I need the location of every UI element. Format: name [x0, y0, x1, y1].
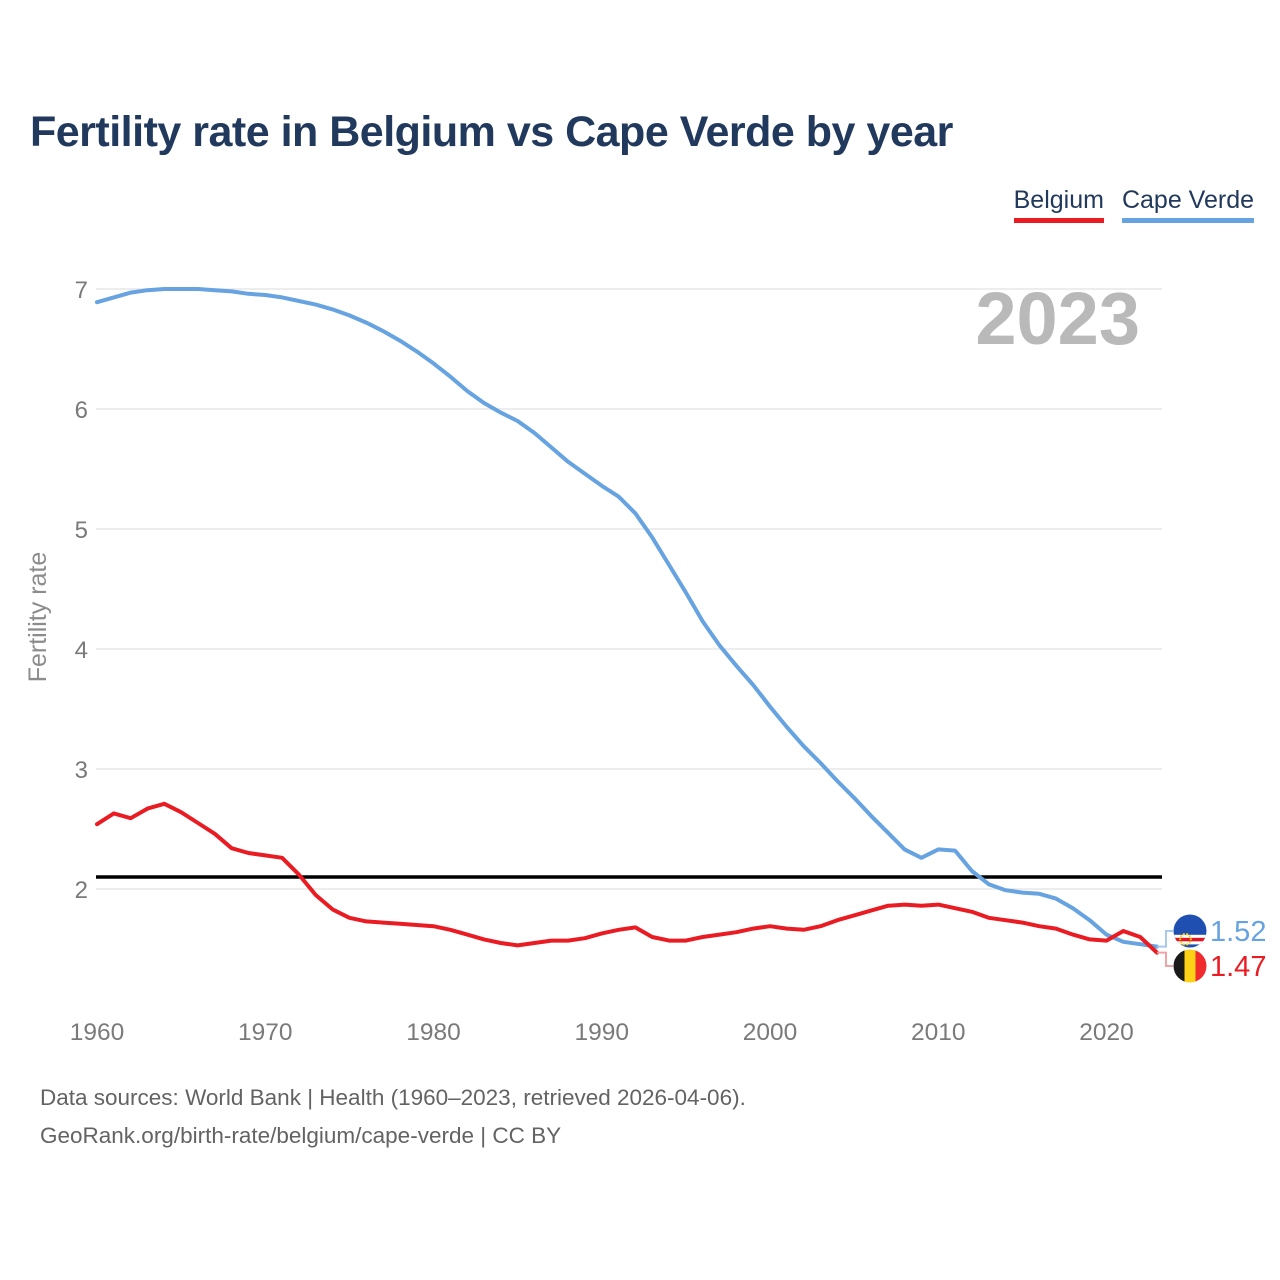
cape-verde-star [1182, 943, 1185, 946]
end-connector-cape-verde [1157, 930, 1173, 948]
x-tick-label: 2000 [743, 1019, 798, 1046]
cape-verde-star [1182, 933, 1185, 936]
footer-attribution-line: GeoRank.org/birth-rate/belgium/cape-verd… [40, 1123, 562, 1148]
cape-verde-star [1188, 935, 1191, 938]
y-axis-title: Fertility rate [24, 552, 52, 683]
cape-verde-star [1189, 938, 1192, 941]
belgium-flag-icon [1173, 949, 1207, 983]
end-connector-belgium [1157, 951, 1173, 967]
series-line-belgium[interactable] [95, 801, 1159, 955]
end-value-cape-verde: 1.52 [1210, 916, 1266, 948]
plot-layer [95, 287, 1162, 955]
y-tick-label: 7 [75, 277, 88, 304]
cape-verde-star [1186, 943, 1189, 946]
y-tick-label: 3 [75, 757, 88, 784]
x-tick-label: 1980 [406, 1019, 461, 1046]
grid-layer: 2 3 4 5 6 7 1960 1970 1980 1990 2000 2010 2020 [70, 277, 1162, 1046]
watermark-year: 2023 [975, 277, 1140, 360]
x-tick-label: 1960 [70, 1019, 125, 1046]
series-line-cape-verde[interactable] [95, 287, 1159, 949]
x-tick-label: 1990 [575, 1019, 630, 1046]
y-tick-label: 5 [75, 517, 88, 544]
x-tick-label: 2010 [911, 1019, 966, 1046]
legend: Belgium Cape Verde [1013, 186, 1254, 223]
cape-verde-flag-icon [1173, 914, 1207, 948]
x-tick-label: 2020 [1079, 1019, 1134, 1046]
x-tick-label: 1970 [238, 1019, 293, 1046]
cape-verde-star [1180, 935, 1183, 938]
y-tick-label: 6 [75, 397, 88, 424]
cape-verde-star [1186, 933, 1189, 936]
cape-verde-star [1188, 941, 1191, 944]
y-tick-label: 2 [75, 877, 88, 904]
legend-label-belgium: Belgium [1013, 186, 1104, 214]
footer-sources-line: Data sources: World Bank | Health (1960–… [40, 1085, 746, 1110]
page-title: Fertility rate in Belgium vs Cape Verde … [30, 108, 953, 156]
connector-layer [1157, 930, 1173, 967]
end-value-belgium: 1.47 [1210, 951, 1266, 983]
legend-item-belgium[interactable]: Belgium [1013, 186, 1104, 223]
cape-verde-star [1179, 938, 1182, 941]
cape-verde-star [1180, 941, 1183, 944]
footer: Data sources: World Bank | Health (1960–… [40, 1079, 746, 1155]
legend-item-cape-verde[interactable]: Cape Verde [1121, 186, 1254, 223]
legend-label-cape-verde: Cape Verde [1121, 186, 1254, 214]
y-tick-label: 4 [75, 637, 88, 664]
